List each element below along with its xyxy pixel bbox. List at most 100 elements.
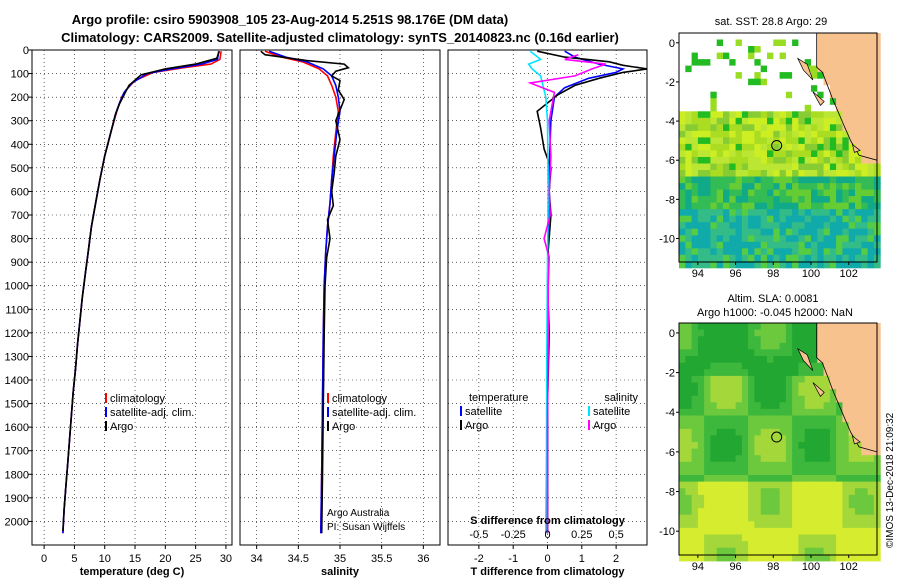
sst-map-cell (817, 143, 825, 151)
series-line-satellite-adj-clim- (62, 51, 220, 534)
sst-map-cell (817, 72, 825, 80)
sst-map-cell (804, 130, 812, 138)
sla-map-cell (767, 468, 774, 476)
sla-map-cell (691, 428, 699, 436)
sst-map-cell (848, 91, 856, 99)
sst-map-cell (873, 261, 881, 269)
sst-map-cell (773, 65, 781, 73)
sst-map-cell (817, 176, 825, 184)
sla-map-cell (754, 455, 762, 463)
sla-map-cell (836, 448, 843, 456)
sla-map-cell (697, 475, 705, 483)
sla-map-cell (723, 375, 730, 383)
sst-map-cell (785, 228, 793, 236)
sla-map-cell (760, 541, 768, 549)
sst-map-cell (823, 254, 831, 262)
sst-map-cell (716, 235, 724, 243)
sst-map-cell (848, 78, 856, 86)
sst-map-cell (741, 39, 749, 47)
sla-map-cell (773, 369, 781, 377)
sla-map-cell (798, 356, 806, 364)
sla-map-cell (773, 442, 781, 450)
sla-map-cell (836, 481, 843, 489)
sst-map-cell (817, 137, 825, 145)
sst-map-cell (691, 137, 699, 145)
sla-map-cell (760, 494, 768, 502)
sst-map-cell (729, 52, 737, 60)
sla-map-cell (767, 521, 774, 529)
sla-map-cell (729, 475, 737, 483)
sst-map-cell (685, 137, 693, 145)
sla-map-cell (792, 336, 799, 344)
sst-map-cell (704, 261, 711, 269)
sla-map-cell (792, 475, 799, 483)
sst-map-cell (723, 65, 730, 73)
sst-map-cell (697, 209, 705, 217)
sla-map-cell (760, 402, 768, 410)
sst-map-cell (710, 228, 718, 236)
sst-map-cell (792, 209, 799, 217)
sla-map-cell (704, 323, 711, 331)
sst-map-cell (779, 163, 787, 171)
sst-map-cell (792, 189, 799, 197)
sst-map-cell (829, 137, 837, 145)
sla-map-cell (855, 422, 862, 430)
sla-map-cell (767, 369, 774, 377)
sla-map-cell (716, 442, 724, 450)
sla-map-cell (704, 534, 711, 542)
sla-map-cell (691, 375, 699, 383)
sla-map-cell (691, 408, 699, 416)
sla-map-cell (685, 527, 693, 535)
sla-map-cell (804, 422, 812, 430)
sst-map-cell (855, 183, 862, 191)
sla-map-cell (811, 554, 818, 562)
sla-map-cell (861, 402, 869, 410)
sla-map-cell (760, 389, 768, 397)
sst-map-cell (741, 72, 749, 80)
sla-map-cell (855, 435, 862, 443)
x-tick-label: 10 (99, 553, 111, 565)
sst-map-cell (710, 241, 718, 249)
sst-map-cell (710, 143, 718, 151)
sla-map-cell (842, 481, 850, 489)
sla-map-cell (710, 329, 718, 337)
sst-map-cell (723, 196, 730, 204)
sla-map-cell (861, 362, 869, 370)
series-line-t-argo (536, 50, 648, 534)
sla-map-cell (679, 501, 686, 509)
sla-map-cell (716, 342, 724, 350)
sst-map-cell (723, 254, 730, 262)
sst-map-cell (697, 91, 705, 99)
sst-map-cell (710, 202, 718, 210)
sla-map-cell (748, 408, 755, 416)
sla-map-cell (741, 408, 749, 416)
sst-map-cell (729, 157, 737, 164)
sst-map-cell (691, 33, 699, 40)
sst-map-cell (811, 163, 818, 171)
sst-map-cell (817, 170, 825, 177)
sla-map-cell (691, 501, 699, 509)
sla-map-cell (748, 428, 755, 436)
sla-map-cell (779, 442, 787, 450)
sla-map-cell (817, 336, 825, 344)
sla-map-cell (754, 554, 762, 562)
sla-map-cell (811, 547, 818, 555)
sla-map-cell (735, 422, 743, 430)
sst-map-cell (811, 202, 818, 210)
sla-map-cell (773, 521, 781, 529)
sla-map-cell (823, 422, 831, 430)
sst-map-cell (842, 261, 850, 269)
sst-map-cell (817, 130, 825, 138)
sla-map-cell (804, 349, 812, 357)
sst-map-cell (829, 189, 837, 197)
sla-map-cell (741, 375, 749, 383)
sla-map-cell (685, 494, 693, 502)
sla-map-cell (779, 461, 787, 469)
sst-map-cell (785, 111, 793, 119)
sla-map-cell (811, 534, 818, 542)
sst-map-cell (723, 241, 730, 249)
sst-map-cell (760, 241, 768, 249)
sla-map-cell (861, 547, 869, 555)
sla-map-cell (691, 395, 699, 403)
sst-map-cell (760, 202, 768, 210)
